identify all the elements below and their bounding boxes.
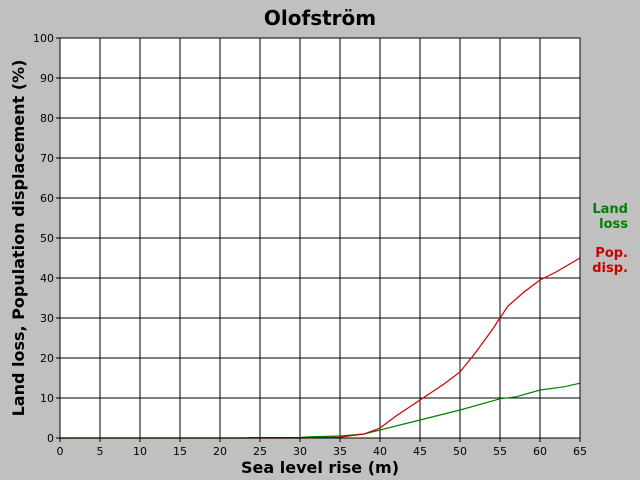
- y-tick-label: 50: [40, 232, 54, 245]
- x-tick-label: 20: [213, 445, 227, 458]
- x-tick-label: 30: [293, 445, 307, 458]
- x-tick-label: 50: [453, 445, 467, 458]
- x-axis-ticks: 0 5 10 15 20 25 30 35 40 45 50 55 60 65: [57, 438, 587, 458]
- x-tick-label: 25: [253, 445, 267, 458]
- legend-entry-land-loss: loss: [599, 217, 628, 232]
- y-tick-label: 10: [40, 392, 54, 405]
- x-tick-label: 35: [333, 445, 347, 458]
- y-tick-label: 80: [40, 112, 54, 125]
- legend-entry-pop-disp: disp.: [592, 261, 628, 276]
- y-tick-label: 60: [40, 192, 54, 205]
- y-tick-label: 40: [40, 272, 54, 285]
- x-axis-label: Sea level rise (m): [241, 458, 399, 477]
- y-tick-label: 70: [40, 152, 54, 165]
- y-tick-label: 0: [47, 432, 54, 445]
- chart-title: Olofström: [264, 6, 376, 30]
- x-tick-label: 10: [133, 445, 147, 458]
- plot-frame: [59, 37, 581, 439]
- y-axis-label: Land loss, Population displacement (%): [9, 60, 28, 417]
- x-tick-label: 55: [493, 445, 507, 458]
- y-axis-ticks: 0 10 20 30 40 50 60 70 80 90 100: [33, 32, 60, 445]
- x-tick-label: 60: [533, 445, 547, 458]
- x-tick-label: 5: [97, 445, 104, 458]
- legend-entry-land-loss: Land: [592, 202, 628, 217]
- x-tick-label: 0: [57, 445, 64, 458]
- x-tick-label: 15: [173, 445, 187, 458]
- y-tick-label: 20: [40, 352, 54, 365]
- legend-entry-pop-disp: Pop.: [595, 246, 628, 261]
- x-tick-label: 65: [573, 445, 587, 458]
- x-tick-label: 40: [373, 445, 387, 458]
- x-tick-label: 45: [413, 445, 427, 458]
- series-line-pop-disp: [60, 257, 581, 439]
- y-tick-label: 90: [40, 72, 54, 85]
- y-tick-label: 100: [33, 32, 54, 45]
- y-tick-label: 30: [40, 312, 54, 325]
